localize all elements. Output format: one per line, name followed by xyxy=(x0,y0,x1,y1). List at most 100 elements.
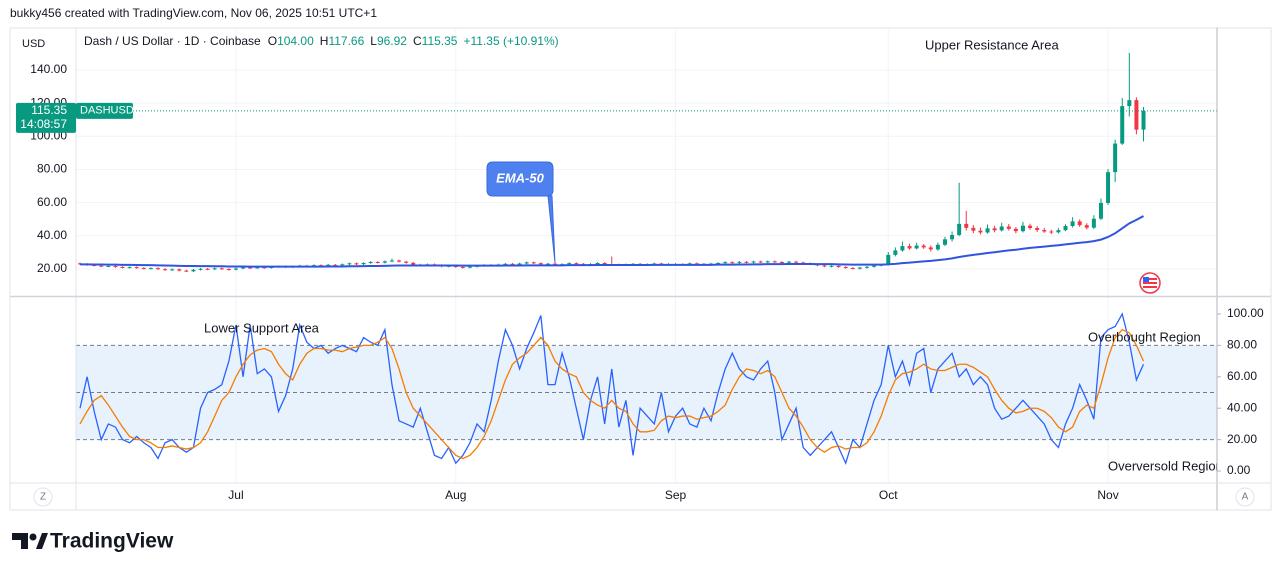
candle-body xyxy=(787,261,791,263)
logo-mark xyxy=(29,533,37,541)
annotation: Overbought Region xyxy=(1088,329,1201,344)
flag-canton xyxy=(1143,277,1149,282)
candle-body xyxy=(1077,221,1082,226)
x-tick-label: Nov xyxy=(1097,488,1118,502)
candle-body xyxy=(503,263,508,265)
x-tick-label: Aug xyxy=(445,488,466,502)
price-pane xyxy=(76,52,1217,273)
scale-button-label[interactable]: Z xyxy=(40,492,46,503)
y-tick-label: 80.00 xyxy=(37,162,67,176)
candle-body xyxy=(545,263,550,265)
candle-body xyxy=(950,234,955,240)
y-tick-label: 60.00 xyxy=(1227,369,1257,383)
scale-button-label[interactable]: A xyxy=(1242,492,1249,503)
x-tick-label: Oct xyxy=(879,488,898,502)
candle-body xyxy=(1098,202,1103,219)
candle-body xyxy=(914,245,919,249)
candle-body xyxy=(921,245,926,248)
x-tick-label: Sep xyxy=(665,488,687,502)
candle-body xyxy=(985,228,990,233)
y-tick-label: 60.00 xyxy=(37,195,67,209)
last-price-label: 115.35 xyxy=(31,103,67,117)
flag-stripe xyxy=(1143,286,1157,288)
candle-body xyxy=(1113,143,1118,173)
candle-body xyxy=(127,267,132,269)
flag-stripe xyxy=(1143,278,1157,280)
candle-body xyxy=(389,260,394,262)
flag-stripe xyxy=(1143,282,1157,284)
candle-body xyxy=(1028,225,1033,229)
ema-callout xyxy=(486,161,556,264)
candle-body xyxy=(141,267,146,269)
candle-body xyxy=(347,263,352,265)
candle-body xyxy=(957,223,962,235)
ohlc-value: 104.00 xyxy=(277,34,314,48)
candle-body xyxy=(737,261,742,263)
ema-line xyxy=(80,215,1144,268)
candle-body xyxy=(1049,231,1054,233)
candle-body xyxy=(361,262,366,265)
currency: USD xyxy=(22,38,45,50)
candle-body xyxy=(907,246,912,249)
rsi-line xyxy=(79,312,1145,466)
brand-logo: TradingView xyxy=(12,530,174,553)
ohlc-label: H xyxy=(320,34,329,48)
ohlc-label: O xyxy=(268,34,277,48)
candle-body xyxy=(368,262,373,264)
flag-icon xyxy=(1139,272,1161,294)
y-tick-label: 140.00 xyxy=(30,62,67,76)
attribution: bukky456 created with TradingView.com, N… xyxy=(10,6,377,20)
y-tick-label: 40.00 xyxy=(37,228,67,242)
candle-body xyxy=(397,260,402,262)
candle-body xyxy=(1106,172,1111,203)
candle-body xyxy=(99,265,104,267)
symbol-box xyxy=(76,102,133,119)
candle-body xyxy=(1120,106,1125,144)
scale-button[interactable] xyxy=(1235,487,1255,507)
candle-body xyxy=(836,265,841,267)
labels: Jul Aug Sep Oct Nov 20.00 40.00 60.00 80.00 100.0… xyxy=(16,62,1264,502)
candle-body xyxy=(191,269,196,272)
frame xyxy=(10,28,1271,510)
candle-body xyxy=(1035,228,1040,230)
candle-body xyxy=(333,264,338,266)
candle-body xyxy=(1070,221,1075,227)
candle-body xyxy=(794,261,799,263)
ohlc-value: 117.66 xyxy=(328,34,364,48)
candle-body xyxy=(765,261,770,263)
brand-name: TradingView xyxy=(50,530,174,553)
candle-body xyxy=(460,266,465,268)
candle-body xyxy=(106,265,111,267)
candle-body xyxy=(510,263,515,265)
candle-body xyxy=(531,262,536,264)
candle-body xyxy=(999,226,1004,231)
symbol-name: Dash / US Dollar · 1D · Coinbase xyxy=(84,34,261,48)
candle-body xyxy=(1084,225,1089,228)
y-tick-label: 100.00 xyxy=(1227,306,1264,320)
candle-body xyxy=(872,265,877,267)
candle-body xyxy=(248,267,253,269)
y-tick-label: 80.00 xyxy=(1227,338,1257,352)
candle-body xyxy=(723,262,728,264)
scale-button[interactable] xyxy=(33,487,53,507)
annotation: EMA-50 xyxy=(496,170,544,185)
y-tick-label: 40.00 xyxy=(1227,400,1257,414)
candle-body xyxy=(822,265,827,267)
change: +11.35 (+10.91%) xyxy=(463,34,558,48)
candle-body xyxy=(602,262,607,264)
candle-body xyxy=(233,268,238,270)
candle-body xyxy=(971,227,976,231)
candle-body xyxy=(262,267,267,269)
candle-body xyxy=(716,262,721,264)
rsi-line xyxy=(79,328,1145,460)
candle-body xyxy=(198,268,203,270)
candle-body xyxy=(1141,110,1146,130)
candle-body xyxy=(1134,100,1139,130)
candle-body xyxy=(744,261,749,263)
candle-body xyxy=(134,267,139,269)
symbol-label: DASHUSD xyxy=(80,105,134,117)
logo-mark xyxy=(36,533,48,549)
candle-body xyxy=(113,265,118,267)
candle-body xyxy=(517,263,522,265)
